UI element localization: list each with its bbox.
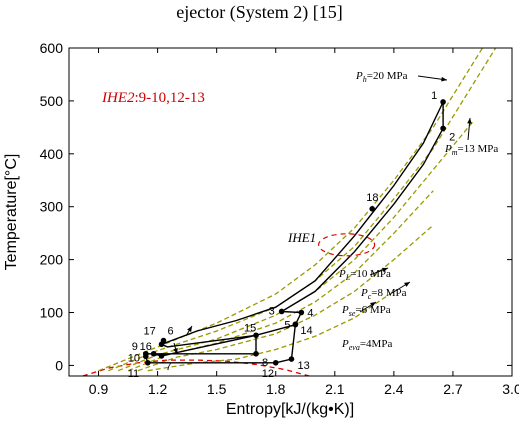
point-14 [292, 321, 299, 327]
plot-frame [68, 47, 513, 377]
isobar-line-2 [117, 121, 474, 372]
point-11 [144, 359, 151, 366]
pm-label: Pm=13 MPa [444, 143, 498, 157]
point-label-11: 11 [128, 368, 139, 380]
point-15 [253, 332, 259, 339]
point-12 [272, 359, 279, 366]
chart-caption: ejector (System 2) [15] [176, 2, 343, 22]
point-label-4: 4 [307, 308, 313, 320]
point-label-2: 2 [449, 131, 455, 143]
point-8 [253, 350, 259, 357]
point-label-10: 10 [128, 352, 140, 364]
point-7 [158, 353, 165, 359]
pl-arrow-head [382, 267, 388, 273]
pc-label: Pc=8 MPa [360, 287, 407, 301]
point-6-arrow-head [187, 326, 192, 332]
y-tick-label: 600 [40, 40, 64, 56]
point-label-13: 13 [297, 360, 309, 372]
point-4 [298, 309, 305, 316]
x-tick-label: 1.2 [148, 381, 168, 397]
point-17 [158, 341, 165, 348]
point-3 [278, 308, 285, 315]
ph-arrow-head [441, 76, 447, 82]
x-tick-label: 1.5 [207, 381, 227, 397]
y-axis-title: Temperature[°C] [3, 154, 20, 271]
y-tick-label: 200 [40, 252, 64, 268]
pse-arrow-head [370, 302, 376, 307]
point-label-8: 8 [262, 357, 268, 369]
y-tick-label: 300 [40, 199, 64, 215]
point-18 [369, 206, 376, 212]
point-label-17: 17 [144, 325, 156, 337]
isobar-line-1 [108, 48, 497, 372]
point-2 [440, 125, 446, 132]
x-tick-label: 3.0 [502, 381, 519, 397]
point-label-12: 12 [262, 368, 274, 380]
x-tick-label: 2.4 [384, 381, 404, 397]
point-7-arrow-head [173, 348, 178, 354]
axis-ticks: 0.9 1.2 1.5 1.8 2.1 2.4 2.7 3.0 0 100 200 300 400 500… [40, 40, 519, 397]
point-label-16: 16 [140, 341, 152, 353]
x-tick-label: 2.7 [443, 381, 463, 397]
point-label-5: 5 [284, 320, 290, 332]
point-label-7: 7 [166, 361, 172, 373]
x-tick-label: 2.1 [325, 381, 345, 397]
y-tick-label: 0 [55, 357, 63, 373]
point-1 [440, 99, 446, 105]
y-tick-label: 500 [40, 93, 64, 109]
y-tick-label: 400 [40, 146, 64, 162]
x-tick-label: 1.8 [266, 381, 286, 397]
point-label-9: 9 [132, 341, 138, 353]
ihe1-ellipse [318, 233, 376, 257]
pm-arrow-head [467, 118, 472, 124]
ihe2-annotation: IHE2:9-10,12-13 [101, 90, 205, 106]
x-axis-title: Entropy[kJ/(kg•K)] [226, 401, 354, 418]
point-label-1: 1 [431, 90, 437, 102]
x-tick-label: 0.9 [89, 381, 109, 397]
point-10 [142, 353, 149, 360]
ihe1-annotation: IHE1 [287, 230, 316, 245]
isobar-line-0 [98, 48, 484, 372]
point-label-3: 3 [269, 305, 275, 317]
point-16 [150, 350, 157, 357]
ph-label: Ph=20 MPa [355, 70, 408, 84]
point-13 [288, 356, 295, 362]
peva-label: Peva=4MPa [341, 338, 392, 352]
point-label-6: 6 [168, 326, 174, 338]
point-label-14: 14 [300, 325, 312, 337]
pc-arrow-head [404, 282, 410, 287]
y-tick-label: 100 [40, 305, 64, 321]
pse-label: Pse=6 MPa [341, 304, 391, 318]
point-label-18: 18 [366, 192, 378, 204]
point-label-15: 15 [244, 322, 256, 334]
